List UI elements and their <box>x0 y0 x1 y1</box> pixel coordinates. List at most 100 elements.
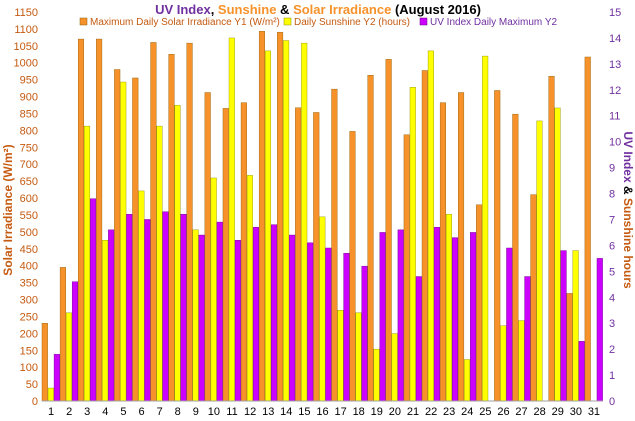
uv-bar <box>90 198 97 402</box>
y2-tick-label: 10 <box>609 137 621 149</box>
y2-tick-label: 5 <box>609 266 615 278</box>
x-tick-label: 2 <box>66 406 72 418</box>
y1-tick-label: 300 <box>20 295 38 307</box>
uv-bar <box>379 232 386 402</box>
x-tick-label: 12 <box>244 406 256 418</box>
solar-bar <box>439 102 446 402</box>
title-month: (August 2016) <box>391 2 481 17</box>
uv-bar <box>126 214 133 402</box>
legend-label-uv: UV Index Daily Maximum Y2 <box>430 17 558 28</box>
x-tick-label: 4 <box>102 406 108 418</box>
x-tick-label: 17 <box>334 406 346 418</box>
y1-tick-label: 450 <box>20 244 38 256</box>
uv-bar <box>524 276 531 402</box>
solar-bar <box>584 56 591 402</box>
solar-bar <box>548 76 555 402</box>
y2-axis-title-sep: & <box>621 183 635 198</box>
sunshine-bar <box>138 190 145 402</box>
y2-tick-label: 12 <box>609 85 621 97</box>
uv-bar <box>343 252 350 402</box>
y1-tick-label: 150 <box>20 345 38 357</box>
x-tick-label: 3 <box>84 406 90 418</box>
x-tick-label: 24 <box>461 406 473 418</box>
uv-bar <box>307 242 314 402</box>
legend-label-sunshine: Daily Sunshine Y2 (hours) <box>294 17 410 28</box>
y1-tick-label: 350 <box>20 278 38 290</box>
solar-bar <box>222 108 229 402</box>
y1-tick-label: 50 <box>26 379 38 391</box>
uv-bar <box>289 234 296 402</box>
x-tick-label: 31 <box>588 406 600 418</box>
y2-tick-label: 7 <box>609 214 615 226</box>
uv-bar <box>560 250 567 402</box>
x-tick-label: 18 <box>353 406 365 418</box>
uv-bar <box>198 234 205 402</box>
legend-label-solar: Maximum Daily Solar Irradiance Y1 (W/m²) <box>90 17 280 28</box>
title-sep2: & <box>276 2 293 17</box>
x-tick-label: 6 <box>138 406 144 418</box>
solar-bar <box>494 90 501 402</box>
y2-tick-label: 0 <box>609 396 615 408</box>
sunshine-bar <box>409 87 416 402</box>
solar-bar <box>458 92 465 402</box>
solar-bar <box>204 92 211 402</box>
sunshine-bar <box>192 229 199 402</box>
uv-bar <box>180 214 187 402</box>
solar-bar <box>566 293 573 402</box>
y2-tick-label: 2 <box>609 344 615 356</box>
y2-tick-label: 13 <box>609 59 621 71</box>
x-tick-label: 13 <box>262 406 274 418</box>
sunshine-bar <box>572 250 579 402</box>
legend: Maximum Daily Solar Irradiance Y1 (W/m²)… <box>79 17 558 28</box>
uv-bar <box>252 227 259 402</box>
sunshine-bar <box>391 333 398 402</box>
x-tick-label: 1 <box>48 406 54 418</box>
sunshine-bar <box>264 50 272 402</box>
solar-bar <box>59 267 66 402</box>
sunshine-bar <box>84 125 91 402</box>
x-tick-label: 27 <box>515 406 527 418</box>
y1-tick-label: 500 <box>20 227 38 239</box>
legend-swatch-sunshine <box>283 17 292 26</box>
uv-bar <box>415 276 422 402</box>
y2-tick-label: 15 <box>609 7 621 19</box>
x-tick-label: 10 <box>208 406 220 418</box>
x-tick-label: 16 <box>316 406 328 418</box>
solar-bar <box>331 88 338 402</box>
uv-bar <box>433 227 440 402</box>
y1-tick-label: 1050 <box>14 41 38 53</box>
sunshine-bar <box>210 177 217 402</box>
uv-bar <box>325 247 332 402</box>
sunshine-bar <box>554 107 561 402</box>
uv-bar <box>162 211 169 402</box>
sunshine-bar <box>518 320 525 402</box>
y2-axis-title-sun: Sunshine hours <box>621 198 635 289</box>
solar-bar <box>96 38 103 402</box>
y1-tick-label: 1100 <box>14 24 38 36</box>
sunshine-bar <box>464 359 471 402</box>
sunshine-bar <box>373 348 380 402</box>
uv-bar <box>578 341 585 402</box>
x-tick-label: 23 <box>443 406 455 418</box>
solar-bar <box>150 42 157 402</box>
x-tick-label: 5 <box>120 406 126 418</box>
uv-bar <box>234 240 241 402</box>
y1-tick-label: 100 <box>20 362 38 374</box>
x-tick-label: 9 <box>193 406 199 418</box>
solar-bar <box>476 204 483 402</box>
solar-bar <box>132 77 139 402</box>
y2-tick-label: 11 <box>609 111 620 123</box>
sunshine-bar <box>427 50 434 402</box>
y1-tick-label: 0 <box>32 396 38 408</box>
sunshine-bar <box>445 214 452 402</box>
x-tick-label: 22 <box>425 406 437 418</box>
solar-bar <box>77 38 85 402</box>
sunshine-bar <box>337 310 344 402</box>
x-tick-label: 11 <box>226 406 237 418</box>
y1-axis: 0 50 100 150 200 250 300 350 400 450 500 550 600 650 7… <box>14 7 38 408</box>
x-tick-label: 19 <box>371 406 383 418</box>
uv-bar <box>470 232 477 402</box>
y2-tick-label: 1 <box>609 370 615 382</box>
